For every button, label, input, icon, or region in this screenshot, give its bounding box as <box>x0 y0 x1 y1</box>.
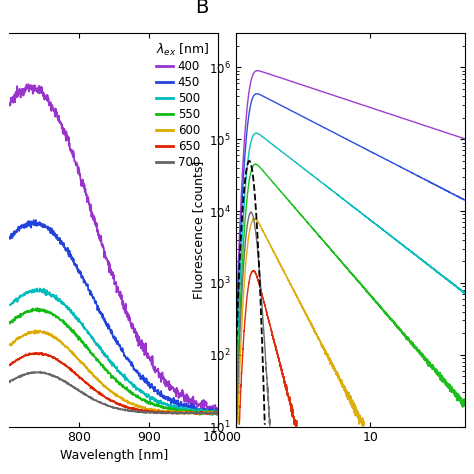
Y-axis label: Fluorescence [counts]: Fluorescence [counts] <box>192 161 205 299</box>
Legend: 400, 450, 500, 550, 600, 650, 700: 400, 450, 500, 550, 600, 650, 700 <box>152 36 215 174</box>
Text: B: B <box>195 0 208 18</box>
X-axis label: Wavelength [nm]: Wavelength [nm] <box>60 448 168 462</box>
